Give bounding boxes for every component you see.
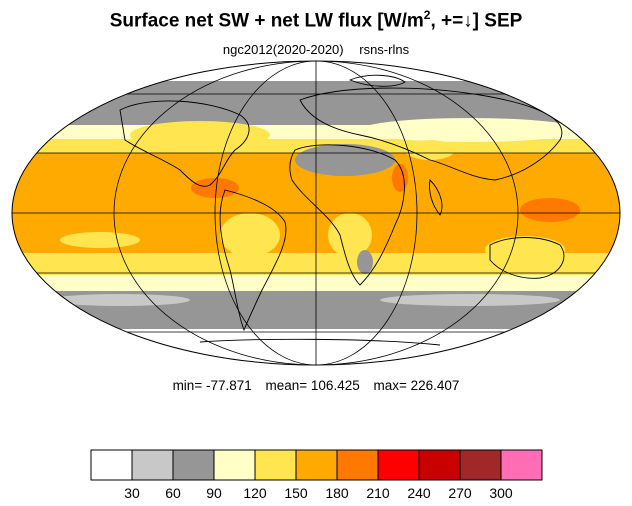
coast-south-america	[219, 189, 287, 332]
patch-south-indian	[380, 294, 560, 306]
coast-antarctica	[199, 338, 441, 346]
map-title-superscript: 2	[423, 8, 431, 22]
coast-north-america	[119, 100, 250, 187]
coast-australia	[489, 237, 565, 279]
patch-maritime	[520, 198, 580, 222]
stat-mean: mean= 106.425	[265, 378, 360, 393]
stat-min: min= -77.871	[172, 378, 252, 393]
colorbar-label: 240	[407, 485, 431, 501]
colorbar-box	[377, 449, 420, 481]
patch-east-pacific	[60, 232, 140, 248]
colorbar-label: 300	[489, 485, 513, 501]
colorbar-label: 90	[206, 485, 222, 501]
colorbar-label: 60	[165, 485, 181, 501]
patch-north-america	[130, 121, 270, 149]
patch-australia	[485, 236, 565, 264]
patch-central-africa	[328, 213, 372, 257]
stat-max: max= 226.407	[373, 378, 460, 393]
colorbar-box	[500, 449, 543, 481]
colorbar-label: 270	[448, 485, 472, 501]
colorbar-box	[90, 449, 133, 481]
colorbar-label: 180	[325, 485, 349, 501]
colorbar-box	[295, 449, 338, 481]
map-statistics: min= -77.871 mean= 106.425 max= 226.407	[0, 378, 632, 393]
colorbar-box	[254, 449, 297, 481]
coast-arctic-island	[348, 74, 406, 87]
map-title-tail: , +=↓] SEP	[430, 10, 523, 32]
patch-arabia	[405, 140, 455, 160]
colorbar-box	[336, 449, 379, 481]
colorbar-box	[131, 449, 174, 481]
coast-africa	[289, 144, 405, 286]
meridian-60	[214, 61, 418, 365]
map-subtitle: ngc2012(2020-2020) rsns-rlns	[0, 42, 632, 57]
colorbar-label: 150	[284, 485, 308, 501]
colorbar-boxes	[90, 449, 543, 481]
colorbar-box	[172, 449, 215, 481]
patch-south-pacific	[50, 294, 190, 306]
colorbar-labels: 30 60 90 120 150 180 210 240 270 300	[124, 485, 513, 501]
map-border	[11, 60, 621, 366]
coast-eurasia	[299, 87, 563, 181]
meridian-120	[113, 61, 519, 365]
map-title-main: Surface net SW + net LW flux [W/m	[109, 10, 424, 32]
patch-sahara	[295, 144, 395, 176]
patch-south-africa	[357, 250, 373, 274]
colorbar-box	[213, 449, 256, 481]
colorbar-label: 30	[124, 485, 140, 501]
colorbar-box	[459, 449, 502, 481]
patch-caribbean	[191, 178, 239, 198]
patch-amazon	[220, 213, 280, 257]
subtitle-variable: rsns-rlns	[359, 42, 410, 57]
coast-india	[429, 179, 443, 216]
colorbar-box	[418, 449, 461, 481]
coastlines	[119, 74, 565, 346]
patch-asia-high	[360, 118, 580, 142]
map-title: Surface net SW + net LW flux [W/m2, +=↓]…	[0, 8, 632, 32]
colorbar-label: 210	[366, 485, 390, 501]
subtitle-model: ngc2012(2020-2020)	[222, 42, 344, 57]
colorbar-label: 120	[243, 485, 267, 501]
